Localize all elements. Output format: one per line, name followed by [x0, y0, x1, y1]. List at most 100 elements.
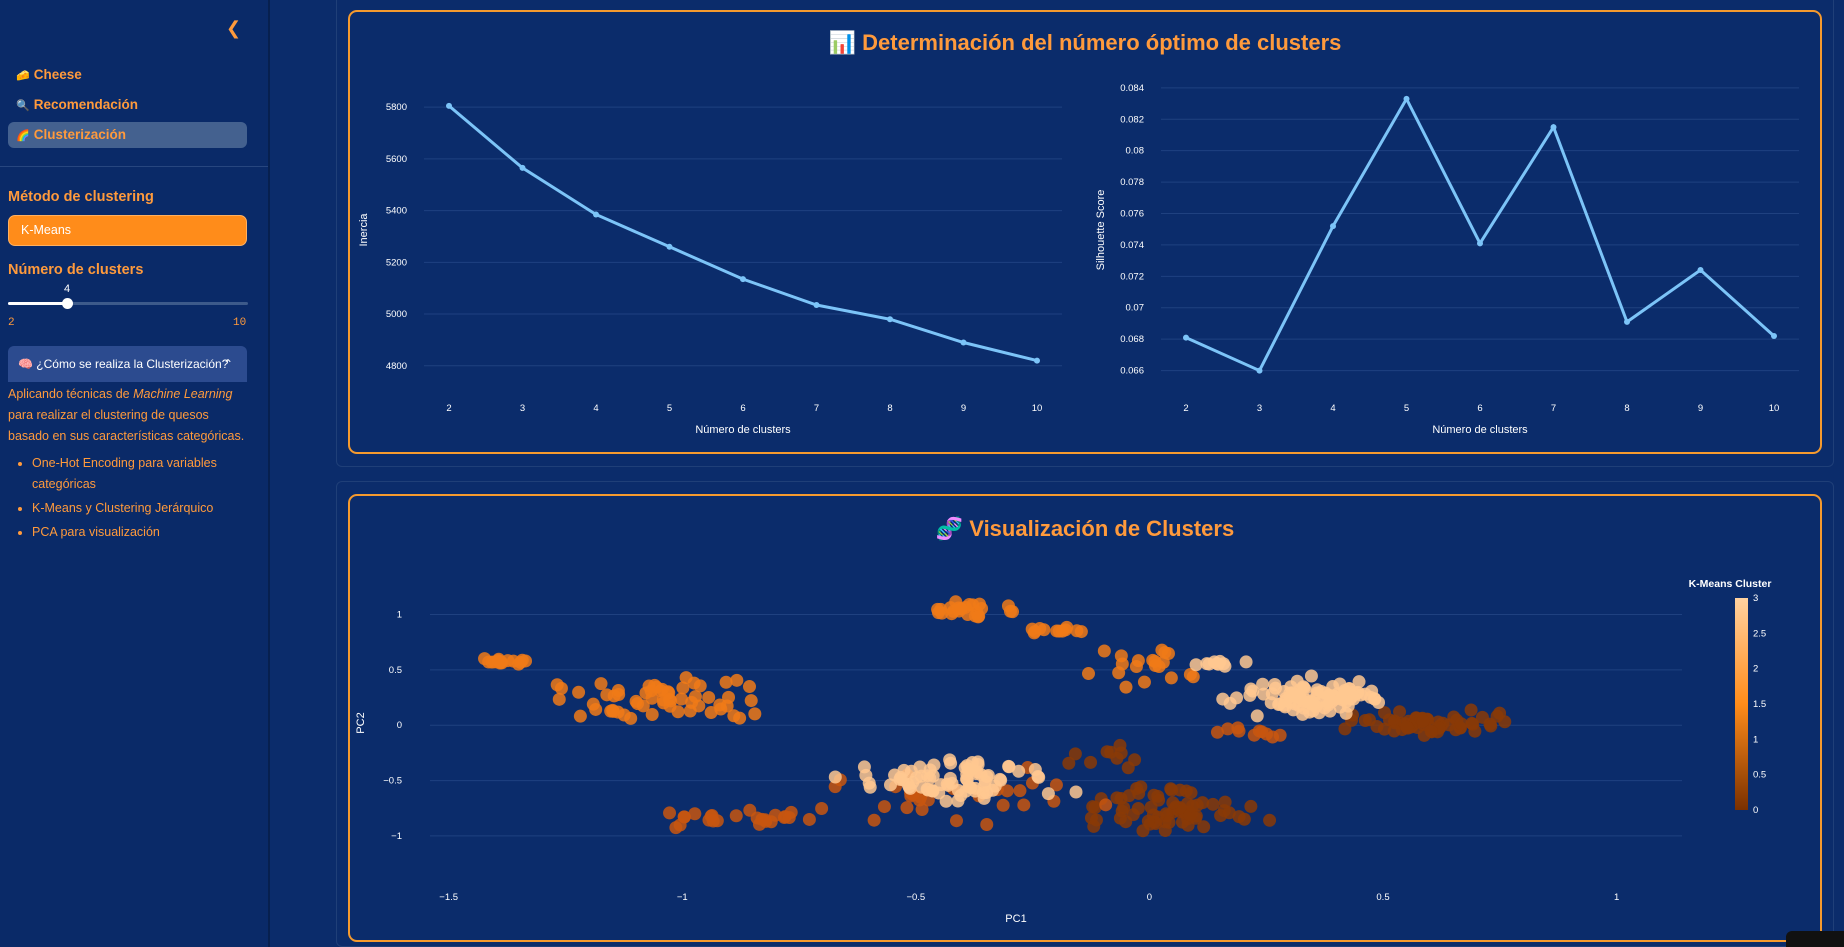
cluster-point	[663, 806, 677, 820]
app-corner-badge	[1786, 931, 1844, 947]
cluster-point	[657, 696, 671, 710]
intro-text-2: para realizar el clustering de quesos ba…	[8, 408, 245, 443]
cluster-point	[1099, 798, 1113, 812]
series-line	[1185, 95, 1776, 373]
data-point	[446, 102, 452, 109]
cluster-point	[949, 814, 963, 828]
y-tick-label: 0.078	[1120, 177, 1144, 188]
x-tick-label: 5	[667, 403, 672, 414]
x-tick-label: 10	[1769, 403, 1780, 414]
data-point	[1477, 240, 1483, 247]
data-point	[593, 211, 599, 218]
clustering-method-select[interactable]: K-Means	[8, 215, 247, 246]
x-axis-title: PC1	[1005, 913, 1026, 925]
y-tick-label: −1	[391, 831, 402, 842]
cluster-point	[951, 783, 965, 797]
cluster-point	[1012, 764, 1026, 778]
cluster-scatter-chart[interactable]: −1 −0.5 0 0.5 1 −1.5 −1 −0.5 0 0.5 1 PC1 PC2 K-Means …	[352, 548, 1822, 938]
cluster-point	[977, 791, 991, 805]
cluster-point	[594, 677, 608, 691]
cluster-point	[1113, 738, 1127, 752]
cluster-point	[1049, 778, 1063, 792]
cluster-point	[1197, 820, 1211, 834]
y-tick-label: 5200	[386, 257, 407, 268]
cluster-point	[600, 688, 614, 702]
cluster-point	[971, 610, 985, 624]
cluster-point	[972, 597, 986, 611]
intro-text-1: Aplicando técnicas de	[8, 387, 134, 401]
cluster-point	[1268, 677, 1282, 691]
cluster-point	[951, 794, 965, 808]
cluster-point	[1132, 786, 1146, 800]
inertia-chart[interactable]: 4800 5000 5200 5400 5600 5800 2 3 4 5 6 7 8 9 10 Número…	[352, 60, 1072, 450]
x-tick-label: 9	[1698, 403, 1703, 414]
cluster-point	[1114, 792, 1128, 806]
cluster-point	[702, 690, 716, 704]
cluster-point	[1033, 622, 1047, 636]
nav-item-recomendacion[interactable]: 🔍 Recomendación	[8, 92, 247, 118]
cluster-point	[714, 702, 728, 716]
sidebar-divider	[0, 166, 268, 167]
cluster-point	[719, 675, 733, 689]
cluster-point	[782, 811, 796, 825]
silhouette-chart[interactable]: 0.066 0.068 0.07 0.072 0.074 0.076 0.078 0.08 0.…	[1086, 60, 1816, 450]
cluster-point	[1304, 669, 1318, 683]
cluster-point	[629, 694, 643, 708]
chevron-up-icon[interactable]: ⌃	[222, 357, 233, 371]
data-point	[1550, 124, 1557, 131]
x-tick-label: 0	[1147, 892, 1152, 903]
nav-item-label: Cheese	[33, 67, 82, 82]
slider-max: 10	[233, 317, 247, 329]
cluster-point	[1164, 782, 1178, 796]
cluster-point	[729, 809, 743, 823]
slider-thumb[interactable]	[62, 298, 73, 309]
cluster-point	[688, 807, 702, 821]
x-tick-label: 2	[446, 403, 451, 414]
y-tick-label: 5000	[386, 309, 407, 320]
colorbar-tick-label: 0	[1753, 805, 1758, 816]
expander-header[interactable]: 🧠 ¿Cómo se realiza la Clusterización? ⌃	[8, 346, 247, 382]
data-point	[887, 316, 893, 323]
cluster-point	[1141, 814, 1155, 828]
cluster-point	[1239, 655, 1253, 669]
chevron-left-icon[interactable]: ❮	[226, 18, 242, 38]
cluster-point	[968, 781, 982, 795]
nav-item-cheese[interactable]: 🧀 Cheese	[8, 62, 247, 88]
cluster-point	[1454, 717, 1468, 731]
cluster-point	[1121, 761, 1135, 775]
cluster-point	[1387, 724, 1401, 738]
cluster-point	[1247, 728, 1261, 742]
cluster-point	[893, 772, 907, 786]
slider-track[interactable]	[8, 302, 248, 305]
data-point	[740, 276, 746, 283]
x-tick-label: 4	[1330, 403, 1335, 414]
cluster-point	[692, 699, 706, 713]
cluster-point	[733, 711, 747, 725]
y-tick-label: 0.084	[1120, 83, 1144, 94]
cluster-point	[943, 771, 957, 785]
cluster-point	[1244, 682, 1258, 696]
dna-icon: 🧬	[935, 516, 964, 541]
cluster-point	[1464, 703, 1478, 717]
data-point	[519, 164, 526, 171]
list-item: One-Hot Encoding para variables categóri…	[32, 453, 253, 495]
cluster-point	[1206, 797, 1220, 811]
cluster-point	[921, 769, 935, 783]
cluster-point	[1110, 751, 1124, 765]
x-axis-title: Número de clusters	[1432, 424, 1528, 436]
cluster-point	[645, 708, 659, 722]
data-point	[1034, 357, 1040, 364]
cluster-point	[862, 776, 876, 790]
cluster-point	[1031, 769, 1045, 783]
cluster-point	[604, 704, 618, 718]
nav-item-clusterizacion[interactable]: 🌈 Clusterización	[8, 122, 247, 148]
cluster-point	[572, 685, 586, 699]
cluster-point	[1097, 644, 1111, 658]
cluster-point	[1202, 657, 1216, 671]
cluster-point	[980, 770, 994, 784]
cluster-point	[1164, 671, 1178, 685]
cluster-point	[877, 800, 891, 814]
data-point	[1624, 318, 1630, 325]
data-point	[813, 302, 820, 308]
cluster-point	[1162, 815, 1176, 829]
